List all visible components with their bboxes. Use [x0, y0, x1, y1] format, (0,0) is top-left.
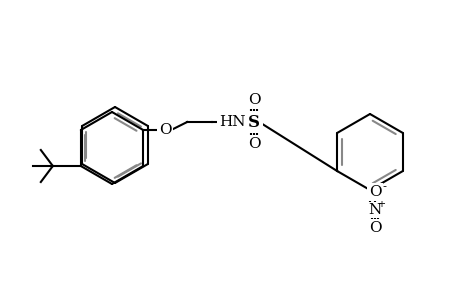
Text: O: O: [368, 185, 381, 199]
Text: O: O: [368, 221, 381, 235]
Text: S: S: [248, 113, 260, 130]
Text: O: O: [247, 137, 260, 151]
Text: -: -: [381, 181, 385, 191]
Text: O: O: [158, 123, 171, 137]
Text: +: +: [376, 199, 384, 209]
Text: N: N: [368, 203, 381, 217]
Text: HN: HN: [218, 115, 245, 129]
Text: O: O: [247, 93, 260, 107]
